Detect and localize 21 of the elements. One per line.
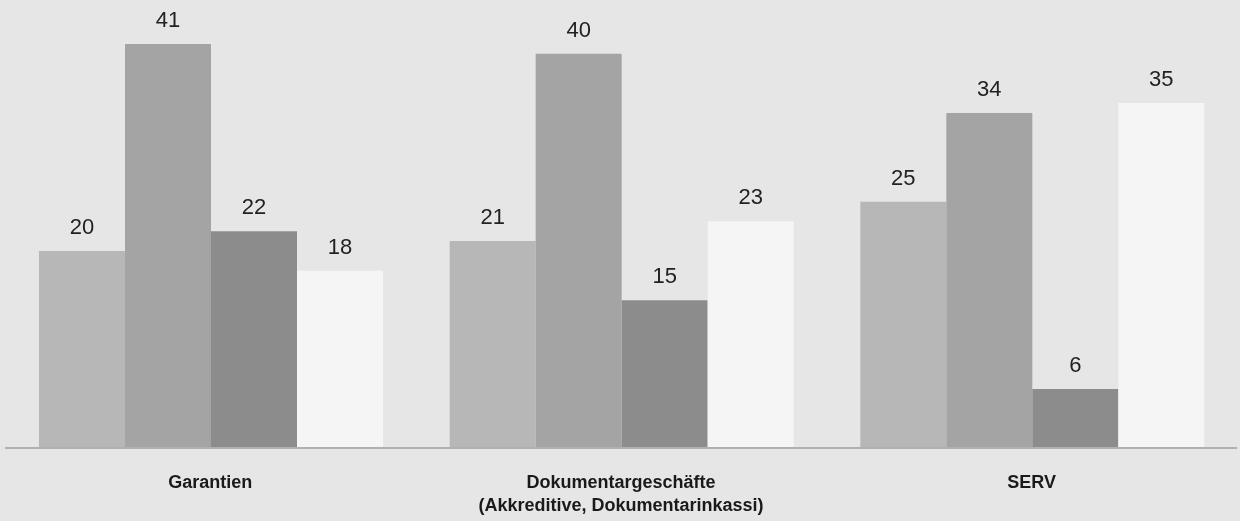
x-tick-label: Dokumentargeschäfte (Akkreditive, Dokumentarinkassi) — [478, 472, 764, 515]
data-label: 25 — [891, 164, 916, 190]
data-label: 22 — [241, 194, 267, 220]
bar — [297, 270, 383, 448]
data-label: 20 — [69, 213, 95, 239]
x-tick-label: SERV — [1007, 472, 1057, 492]
data-label: 15 — [652, 263, 677, 289]
x-tick-label: Garantien — [168, 472, 253, 492]
bar — [1032, 388, 1119, 448]
data-label: 34 — [977, 75, 1002, 101]
data-label: 18 — [327, 233, 353, 259]
data-label: 23 — [738, 184, 763, 210]
bar — [621, 300, 708, 448]
bar — [211, 231, 297, 448]
data-label: 21 — [480, 204, 505, 230]
data-label: 35 — [1149, 66, 1174, 92]
data-label: 6 — [1069, 351, 1082, 377]
bar — [1118, 103, 1205, 448]
data-label: 41 — [155, 7, 181, 32]
data-label: 40 — [566, 16, 591, 42]
bar — [707, 221, 794, 448]
